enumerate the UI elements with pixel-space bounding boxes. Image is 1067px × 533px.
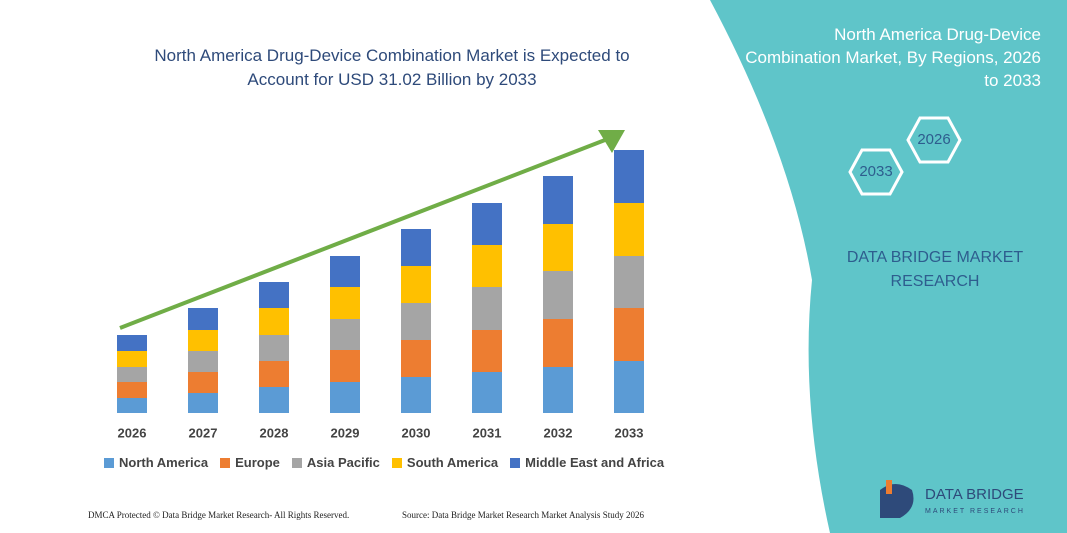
bar-segment xyxy=(401,377,431,413)
legend-item: North America xyxy=(104,455,208,470)
logo-icon xyxy=(886,480,892,494)
legend-swatch xyxy=(220,457,231,468)
bar-segment xyxy=(472,287,502,330)
bar-segment xyxy=(543,176,573,224)
x-tick-label: 2029 xyxy=(331,425,360,440)
bar-segment xyxy=(188,393,218,413)
bar-segment xyxy=(188,330,218,351)
bar-segment xyxy=(472,330,502,372)
hexagon xyxy=(906,116,962,164)
bar-segment xyxy=(543,224,573,271)
legend-label: North America xyxy=(119,455,209,470)
bar-segment xyxy=(401,340,431,377)
legend-swatch xyxy=(291,457,302,468)
bar-segment xyxy=(543,367,573,413)
legend-swatch xyxy=(510,457,521,468)
bar-segment xyxy=(259,387,289,413)
bar-segment xyxy=(543,319,573,367)
x-tick-label: 2030 xyxy=(402,425,431,440)
bar-segment xyxy=(401,303,431,340)
legend-label: Middle East and Africa xyxy=(525,455,665,470)
bar-segment xyxy=(330,319,360,350)
x-tick-label: 2028 xyxy=(260,425,289,440)
legend-label: Europe xyxy=(235,455,280,470)
hexagon xyxy=(848,148,904,196)
bar-segment xyxy=(401,229,431,266)
bar-segment xyxy=(330,256,360,287)
bar-segment xyxy=(117,351,147,367)
bar-segment xyxy=(117,382,147,398)
legend-swatch xyxy=(104,457,114,468)
x-tick-label: 2031 xyxy=(473,425,502,440)
legend-label: South America xyxy=(406,455,499,470)
bar-segment xyxy=(188,372,218,393)
bar-segment xyxy=(117,398,147,413)
legend-swatch xyxy=(391,457,402,468)
legend-label: Asia Pacific xyxy=(306,455,380,470)
brand: DATA BRIDGE MARKET RESEARCH xyxy=(846,249,1024,290)
bar-segment xyxy=(259,335,289,361)
legend-item: Middle East and Africa xyxy=(510,455,664,470)
bar-segment xyxy=(117,367,147,382)
panel-bg xyxy=(710,0,1067,533)
panel-title: North America Drug-Device Combination Ma… xyxy=(745,25,1041,90)
hex-label: 2026 xyxy=(917,131,950,148)
legend: North America Europe Asia Pacific South Ame… xyxy=(104,455,664,470)
logo-tagline: MARKET RESEARCH xyxy=(925,508,1025,515)
bar-segment xyxy=(259,282,289,308)
x-tick-label: 2027 xyxy=(189,425,218,440)
bar-segment xyxy=(330,350,360,382)
bar-segment xyxy=(117,335,147,351)
bar-segment xyxy=(614,256,644,308)
bar-segment xyxy=(614,361,644,413)
bar-segment xyxy=(614,150,644,203)
logo-text: DATA BRIDGE xyxy=(925,486,1024,503)
trend-arrowhead xyxy=(598,130,625,153)
legend-item: Europe xyxy=(220,455,280,470)
bar-segment xyxy=(472,203,502,245)
legend-item: South America xyxy=(391,455,499,470)
trend-arrow xyxy=(119,138,606,330)
bar-segment xyxy=(330,287,360,319)
bar-segment xyxy=(259,361,289,387)
bar-segment xyxy=(330,382,360,413)
chart-title: North America Drug-Device Combination Ma… xyxy=(154,46,630,89)
x-tick-label: 2032 xyxy=(544,425,573,440)
bar-segment xyxy=(401,266,431,303)
legend-item: Asia Pacific xyxy=(291,455,380,470)
bar-segment xyxy=(188,308,218,330)
bar-segment xyxy=(188,351,218,372)
bar-segment xyxy=(472,245,502,287)
x-tick-label: 2026 xyxy=(118,425,147,440)
x-tick-label: 2033 xyxy=(615,425,644,440)
bar-segment xyxy=(543,271,573,319)
footer-right: Source: Data Bridge Market Research Mark… xyxy=(402,510,644,520)
hex-label: 2033 xyxy=(859,163,892,180)
bar-segment xyxy=(614,203,644,256)
bar-segment xyxy=(472,372,502,413)
bar-segment xyxy=(614,308,644,361)
footer-left: DMCA Protected © Data Bridge Market Rese… xyxy=(88,510,350,520)
bar-segment xyxy=(259,308,289,335)
